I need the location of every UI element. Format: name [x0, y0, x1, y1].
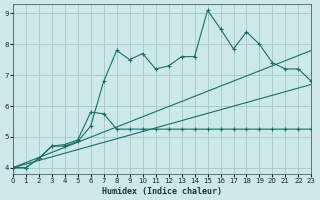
- X-axis label: Humidex (Indice chaleur): Humidex (Indice chaleur): [102, 187, 222, 196]
